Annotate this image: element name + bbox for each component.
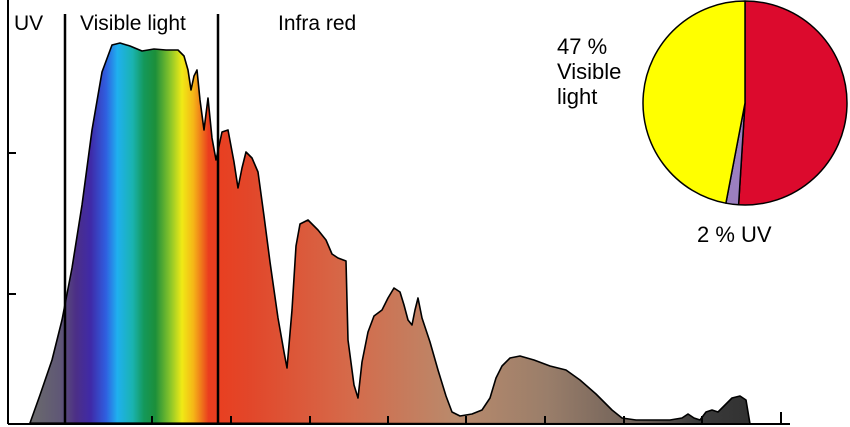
pie-label-uv: 2 % UV: [697, 222, 772, 247]
energy-share-pie: [642, 0, 848, 206]
pie-slice-infra-red: [737, 0, 848, 206]
pie-label-light-word: light: [557, 84, 597, 109]
pie-label-visible-word: Visible: [557, 59, 621, 84]
pie-label-visible-percent: 47 %: [557, 34, 607, 59]
spectrum-area: [29, 42, 751, 425]
y-ticks: [8, 152, 16, 295]
region-dividers: [63, 14, 220, 424]
x-ticks: [151, 412, 782, 424]
region-label-visible: Visible light: [80, 12, 186, 35]
axes: [7, 0, 790, 425]
pie-slice-visible-light: [642, 0, 746, 204]
region-label-infrared: Infra red: [278, 12, 356, 35]
region-label-uv: UV: [14, 12, 43, 35]
